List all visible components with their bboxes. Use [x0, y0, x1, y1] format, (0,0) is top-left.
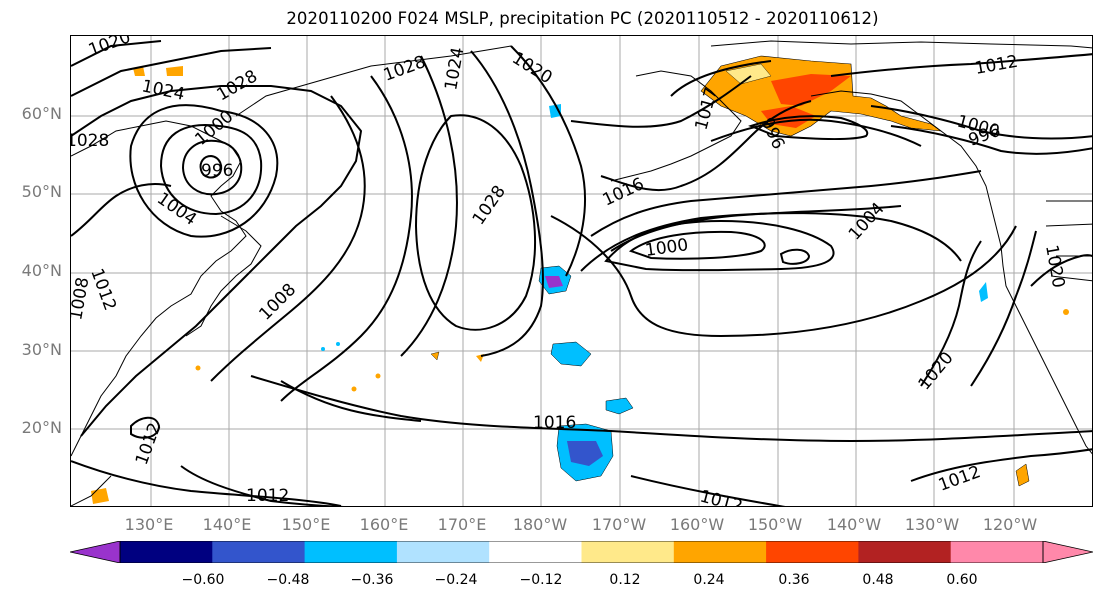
isobar-label: 1020	[915, 348, 958, 394]
colorbar-tick: −0.48	[266, 572, 310, 588]
isobar-label: 1024	[441, 46, 468, 92]
isobar-label: 1008	[255, 280, 300, 325]
colorbar-cell	[858, 541, 952, 563]
isobar-label: 1028	[214, 66, 261, 105]
map-title: 2020110200 F024 MSLP, precipitation PC (…	[286, 9, 879, 28]
isobar-label: 1028	[71, 131, 109, 151]
isobar-label: 1017	[692, 85, 723, 132]
colorbar-cell	[950, 541, 1044, 563]
lon-label: 120°W	[982, 515, 1038, 534]
isobar-label: 1016	[533, 413, 576, 433]
lon-label: 140°W	[826, 515, 882, 534]
isobar-label: 1016	[600, 174, 648, 210]
lat-label-40n: 40°N	[21, 261, 62, 280]
lat-label-60n: 60°N	[21, 104, 62, 123]
isobars	[71, 40, 1092, 506]
colorbar-tick: 0.12	[609, 572, 641, 588]
coastlines	[71, 40, 1092, 506]
colorbar-cell	[304, 541, 398, 563]
colorbar-extend-high	[1042, 541, 1093, 563]
colorbar-cell	[489, 541, 582, 563]
colorbar-tick: −0.36	[350, 572, 394, 588]
colorbar-tick: 0.60	[946, 572, 978, 588]
isobar-label: 1028	[381, 52, 428, 86]
lon-label: 130°W	[904, 515, 960, 534]
isobar-label: 1020	[86, 36, 133, 61]
lon-label: 130°E	[124, 515, 174, 534]
colorbar-tick: −0.12	[519, 572, 563, 588]
isobar-label: 1028	[469, 182, 510, 229]
lon-label: 160°W	[669, 515, 725, 534]
isobar-label: 1020	[1041, 243, 1068, 289]
isobar-label: 1012	[132, 420, 166, 467]
isobar-label: 1020	[508, 48, 555, 88]
lon-label: 150°E	[281, 515, 331, 534]
precipitation-shading	[91, 55, 1069, 504]
colorbar-tick: 0.36	[778, 572, 810, 588]
colorbar-extend-low	[70, 541, 121, 563]
colorbar-tick: −0.24	[434, 572, 478, 588]
lon-label: 150°W	[747, 515, 803, 534]
isobar-label: 1008	[71, 276, 93, 322]
lat-label-50n: 50°N	[21, 182, 62, 201]
lon-label: 160°E	[359, 515, 409, 534]
colorbar-tick: −0.60	[181, 572, 225, 588]
colorbar-cell	[673, 541, 767, 563]
colorbar-cell	[581, 541, 675, 563]
lat-label-20n: 20°N	[21, 418, 62, 437]
isobar-label: 1004	[153, 189, 200, 230]
lon-label: 140°E	[202, 515, 252, 534]
isobar-label: 1024	[140, 76, 186, 105]
colorbar-cell	[120, 541, 213, 563]
lon-label: 170°E	[437, 515, 487, 534]
lat-label-30n: 30°N	[21, 340, 62, 359]
colorbar-cell	[396, 541, 490, 563]
colorbar-cell	[212, 541, 306, 563]
lon-label: 180°W	[512, 515, 568, 534]
isobar-label: 996	[201, 161, 233, 181]
isobar-label: 1012	[698, 487, 745, 507]
colorbar	[70, 541, 1093, 563]
lon-label: 170°W	[591, 515, 647, 534]
isobar-label: 1012	[973, 52, 1019, 79]
colorbar-cell	[766, 541, 859, 563]
isobar-label: 1012	[246, 486, 289, 506]
isobar-label: 1004	[845, 199, 889, 245]
isobar-label: 1000	[644, 235, 690, 261]
map-panel: 1020 1024 1028 1028 1024 1020 1012 1008 …	[70, 35, 1093, 507]
colorbar-tick: 0.48	[862, 572, 894, 588]
colorbar-tick: 0.24	[693, 572, 725, 588]
map-plot: 1020 1024 1028 1028 1024 1020 1012 1008 …	[71, 36, 1092, 507]
